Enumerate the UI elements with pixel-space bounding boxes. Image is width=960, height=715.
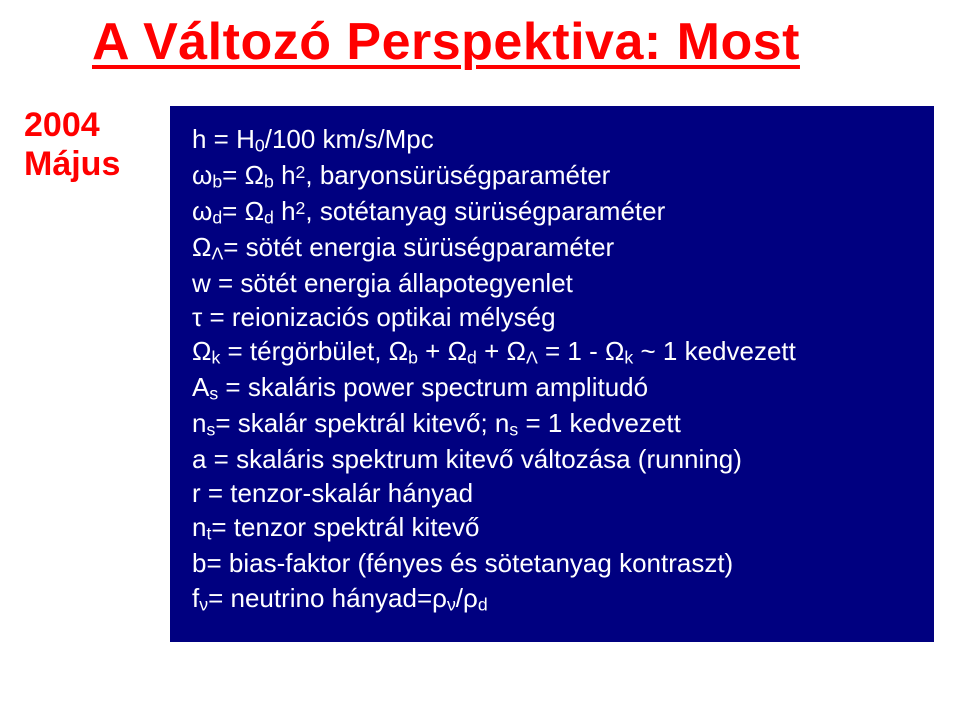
content-line: As = skaláris power spectrum amplitudó <box>192 370 912 406</box>
title-wrap: A Változó Perspektiva: Most <box>0 0 960 72</box>
content-line: a = skaláris spektrum kitevő változása (… <box>192 442 912 476</box>
content-line: fν= neutrino hányad=ρν/ρd <box>192 581 912 617</box>
content-line: ΩΛ= sötét energia sürüségparaméter <box>192 230 912 266</box>
side-label-month: Május <box>24 145 170 184</box>
side-label-year: 2004 <box>24 106 170 145</box>
content-line: ωb= Ωb h2, baryonsürüségparaméter <box>192 158 912 194</box>
slide: A Változó Perspektiva: Most 2004 Május h… <box>0 0 960 715</box>
content-line: ωd= Ωd h2, sotétanyag sürüségparaméter <box>192 194 912 230</box>
content-line: h = H0/100 km/s/Mpc <box>192 122 912 158</box>
body-row: 2004 Május h = H0/100 km/s/Mpc ωb= Ωb h2… <box>0 72 960 642</box>
content-line: Ωk = térgörbület, Ωb + Ωd + ΩΛ = 1 - Ωk … <box>192 334 912 370</box>
content-line: b= bias-faktor (fényes és sötetanyag kon… <box>192 546 912 580</box>
content-line: w = sötét energia állapotegyenlet <box>192 266 912 300</box>
content-line: ns= skalár spektrál kitevő; ns = 1 kedve… <box>192 406 912 442</box>
side-label: 2004 Május <box>24 106 170 184</box>
content-panel: h = H0/100 km/s/Mpc ωb= Ωb h2, baryonsür… <box>170 106 934 642</box>
content-line: τ = reionizaciós optikai mélység <box>192 300 912 334</box>
content-line: nt= tenzor spektrál kitevő <box>192 510 912 546</box>
page-title: A Változó Perspektiva: Most <box>92 13 800 71</box>
content-line: r = tenzor-skalár hányad <box>192 476 912 510</box>
